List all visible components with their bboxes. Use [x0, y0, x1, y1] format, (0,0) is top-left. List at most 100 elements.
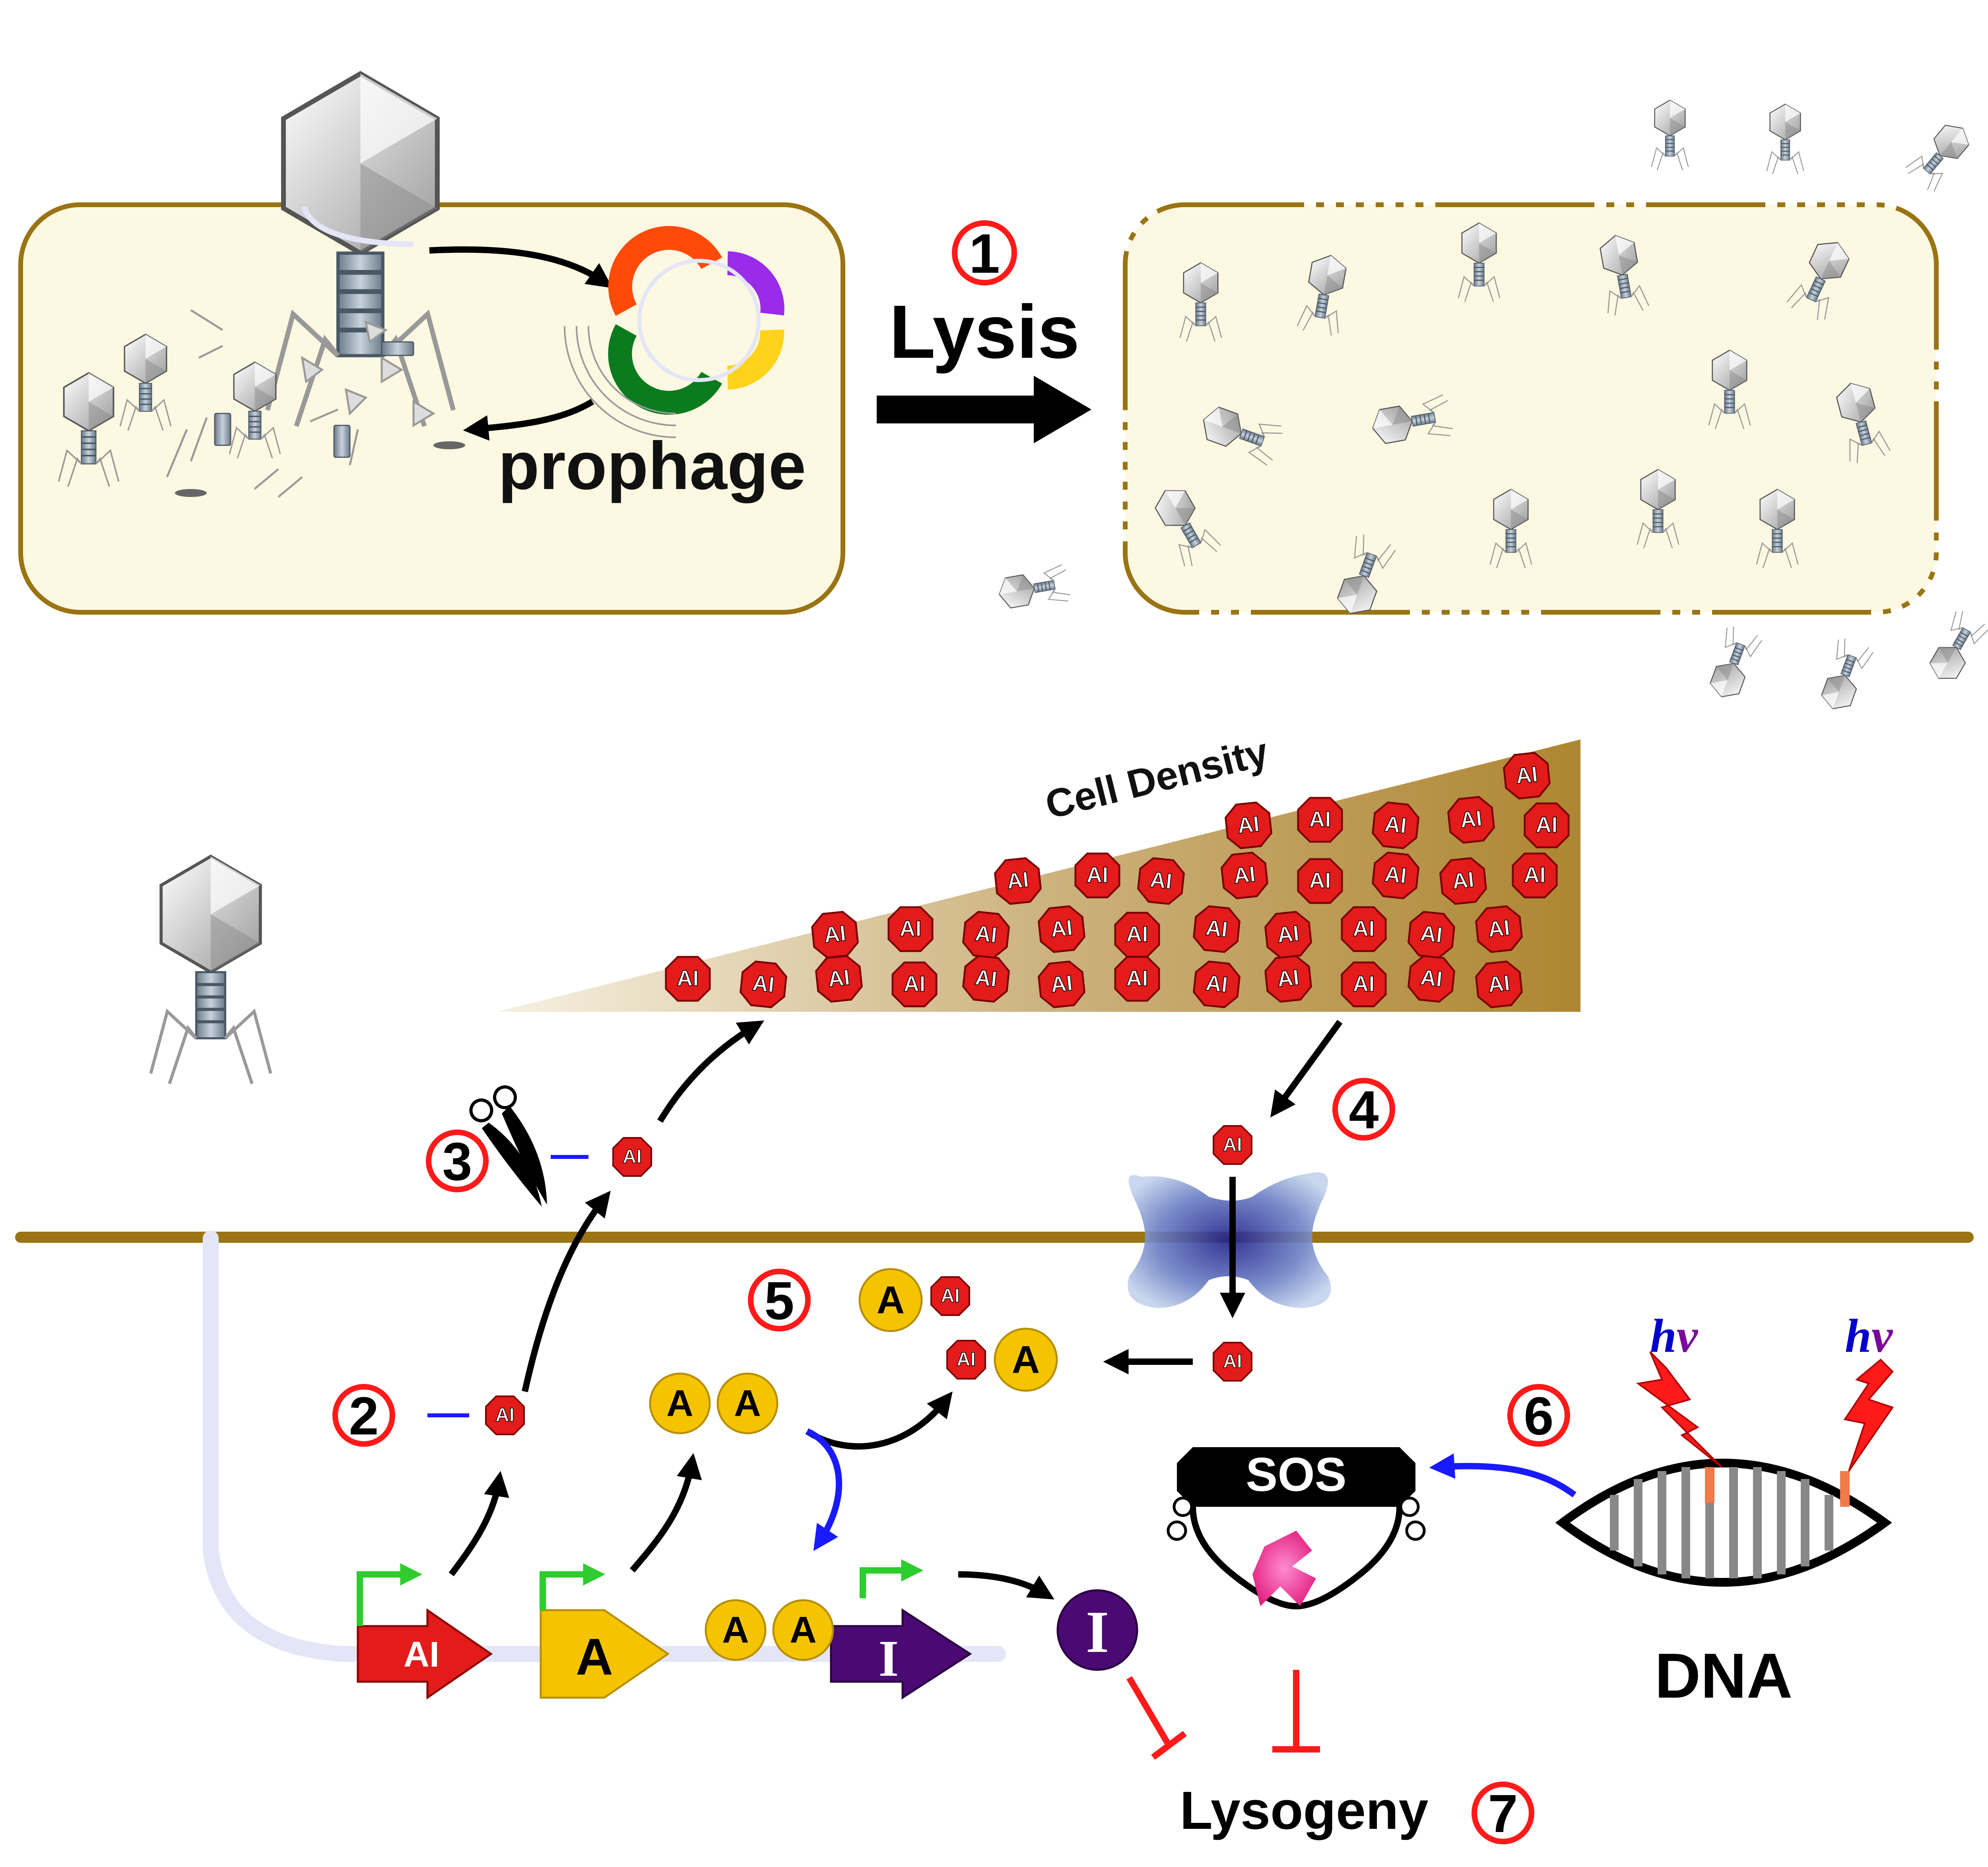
- activator-token: A: [772, 1599, 834, 1661]
- svg-text:AI: AI: [1276, 921, 1300, 947]
- svg-text:AI: AI: [1236, 811, 1260, 838]
- autoinducer-token: AI: [1038, 961, 1085, 1008]
- svg-text:AI: AI: [1487, 970, 1511, 997]
- activator-token: A: [858, 1268, 923, 1332]
- svg-text:AI: AI: [1459, 806, 1483, 833]
- scissors-icon: [469, 1085, 547, 1207]
- svg-text:AI: AI: [677, 966, 699, 990]
- svg-text:AI: AI: [899, 916, 921, 941]
- autoinducer-pile: AI AI AI AI AI AI AI AI AI AI AI AI AI AI AI AI AI AI AI AI…: [665, 752, 1570, 1008]
- autoinducer-token: AI: [740, 961, 787, 1008]
- injecting-phage-icon: [151, 856, 271, 1084]
- activator-binding-arrow: [805, 1391, 953, 1450]
- activator-token: A: [994, 1327, 1058, 1392]
- autoinducer-token: AI: [485, 1395, 525, 1435]
- svg-text:AI: AI: [1126, 966, 1148, 990]
- svg-text:A: A: [734, 1382, 761, 1424]
- released-phage-icon: [1903, 116, 1978, 194]
- broken-membrane: [1123, 202, 1939, 615]
- autoinducer-token: AI: [1524, 802, 1570, 848]
- svg-text:AI: AI: [1223, 1351, 1242, 1372]
- prophage-ring-icon: [564, 226, 784, 438]
- autoinducer-token: AI: [962, 911, 1010, 959]
- released-phage-icon: [1922, 608, 1988, 688]
- svg-text:A: A: [877, 1278, 905, 1322]
- svg-text:A: A: [790, 1609, 817, 1651]
- sos-induction-arrow: [1429, 1453, 1576, 1498]
- released-phage-icon: [1766, 103, 1804, 175]
- svg-text:AI: AI: [623, 1146, 642, 1167]
- sos-protease-icon: SOS: [1167, 1447, 1426, 1610]
- inhibitor-repression-bar: [1151, 1731, 1187, 1760]
- phage-parts: [166, 309, 465, 498]
- svg-text:AI: AI: [903, 971, 925, 996]
- svg-text:AI: AI: [1049, 970, 1074, 997]
- svg-text:AI: AI: [1223, 1134, 1242, 1155]
- svg-text:I: I: [879, 1630, 899, 1687]
- autoinducer-token: AI: [994, 857, 1042, 905]
- ai-uptake-arrow: [1270, 1020, 1343, 1118]
- svg-text:2: 2: [349, 1386, 379, 1446]
- autoinducer-token: AI: [1503, 752, 1551, 800]
- autoinducer-token: AI: [1038, 905, 1085, 953]
- autoinducer-token: AI: [1193, 905, 1241, 953]
- svg-text:AI: AI: [1232, 862, 1256, 888]
- step-2-badge: 2: [332, 1384, 395, 1447]
- svg-text:AI: AI: [974, 965, 998, 992]
- step-1-badge: 1: [952, 220, 1017, 285]
- svg-text:AI: AI: [1353, 971, 1375, 996]
- lysogeny-label: Lysogeny: [1180, 1780, 1428, 1840]
- step-6-badge: 6: [1507, 1384, 1570, 1447]
- autoinducer-token: AI: [1264, 911, 1312, 959]
- svg-text:AI: AI: [404, 1635, 439, 1675]
- released-phage-icon: [1815, 636, 1875, 716]
- inhibitor-repression-line: [1126, 1676, 1172, 1747]
- injected-dna: [301, 206, 414, 247]
- autoinducer-token: AI: [1341, 906, 1387, 952]
- autoinducer-token: AI: [1297, 797, 1343, 843]
- svg-text:AI: AI: [1205, 970, 1229, 997]
- released-phage-icon: [1704, 624, 1763, 704]
- svg-text:AI: AI: [1514, 762, 1539, 788]
- autoinducer-token: AI: [962, 955, 1010, 1003]
- step-5-badge: 5: [748, 1269, 811, 1331]
- activator-token: A: [649, 1372, 711, 1434]
- autoinducer-token: AI: [1447, 796, 1495, 844]
- autoinducer-token: AI: [1213, 1125, 1252, 1165]
- lysing-cell: [1123, 202, 1939, 615]
- svg-text:A: A: [1012, 1338, 1040, 1381]
- svg-text:AI: AI: [1524, 862, 1545, 887]
- svg-text:AI: AI: [1006, 867, 1030, 894]
- svg-text:AI: AI: [1309, 868, 1331, 893]
- autoinducer-token: AI: [811, 911, 859, 959]
- lysis-arrow: [877, 376, 1091, 443]
- svg-text:4: 4: [1349, 1080, 1378, 1140]
- activator-promoter-arrow: [806, 1428, 842, 1551]
- svg-text:hν: hν: [1845, 1309, 1893, 1362]
- svg-text:AI: AI: [1451, 867, 1475, 894]
- svg-text:AI: AI: [1276, 965, 1300, 992]
- autoinducer-token: AI: [1137, 857, 1185, 905]
- prophage-label: prophage: [498, 428, 806, 504]
- autoinducer-token: AI: [887, 906, 934, 952]
- svg-text:AI: AI: [1049, 915, 1074, 942]
- assembly-arrow: [463, 399, 594, 441]
- svg-text:6: 6: [1524, 1386, 1553, 1446]
- svg-text:AI: AI: [1149, 867, 1173, 894]
- svg-text:A: A: [722, 1609, 749, 1651]
- svg-text:A: A: [576, 1628, 613, 1686]
- svg-text:AI: AI: [941, 1285, 960, 1306]
- autoinducer-token: AI: [1475, 961, 1523, 1008]
- svg-text:AI: AI: [495, 1405, 514, 1426]
- transporter-channel-icon: [1128, 1172, 1331, 1308]
- autoinducer-token: AI: [612, 1137, 652, 1177]
- svg-text:I: I: [1086, 1599, 1109, 1665]
- autoinducer-token: AI: [1114, 912, 1160, 958]
- step-3-badge: 3: [426, 1130, 489, 1192]
- autoinducer-token: AI: [1439, 857, 1487, 905]
- autoinducer-token: AI: [1213, 1342, 1252, 1382]
- autoinducer-token: AI: [1193, 961, 1241, 1008]
- autoinducer-token: AI: [1074, 852, 1120, 899]
- autoinducer-token: AI: [815, 955, 863, 1003]
- autoinducer-token: AI: [1341, 961, 1387, 1007]
